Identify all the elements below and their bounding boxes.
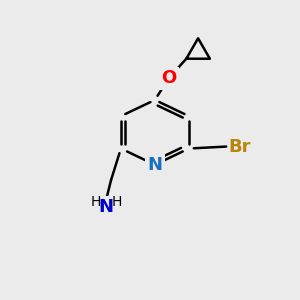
Text: Br: Br [228, 138, 251, 156]
Text: N: N [99, 198, 114, 216]
Text: H: H [90, 194, 100, 208]
Text: O: O [161, 69, 176, 87]
Text: N: N [147, 156, 162, 174]
Text: H: H [112, 194, 122, 208]
